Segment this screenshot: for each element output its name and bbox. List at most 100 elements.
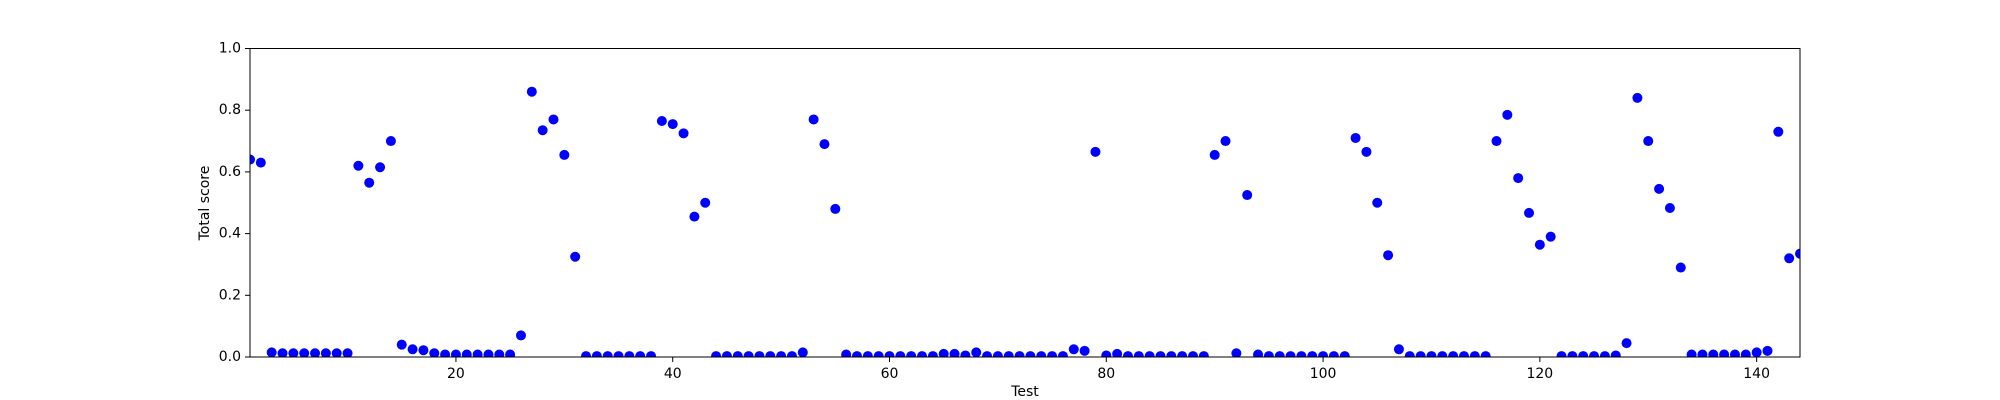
data-point bbox=[743, 351, 754, 357]
data-point bbox=[949, 348, 960, 357]
data-point bbox=[851, 351, 862, 357]
data-point bbox=[711, 351, 722, 357]
y-tick-label: 0.6 bbox=[219, 164, 241, 180]
data-point bbox=[1502, 109, 1513, 120]
data-point bbox=[992, 351, 1003, 357]
data-point bbox=[656, 115, 667, 126]
data-point bbox=[1155, 351, 1166, 357]
data-point bbox=[581, 351, 592, 357]
data-point bbox=[830, 203, 841, 214]
data-point bbox=[1209, 149, 1220, 160]
data-point bbox=[1101, 350, 1112, 357]
x-tick-label: 60 bbox=[881, 366, 899, 382]
data-point bbox=[917, 351, 928, 357]
data-point bbox=[1144, 351, 1155, 357]
data-point bbox=[1361, 146, 1372, 157]
data-point bbox=[1307, 351, 1318, 357]
data-point bbox=[1025, 351, 1036, 357]
y-tick-label: 0.2 bbox=[219, 287, 241, 303]
x-tick-label: 20 bbox=[447, 366, 465, 382]
data-point bbox=[1654, 183, 1665, 194]
data-point bbox=[776, 351, 787, 357]
data-point bbox=[1393, 344, 1404, 355]
data-point bbox=[808, 114, 819, 125]
data-point bbox=[1068, 344, 1079, 355]
data-point bbox=[526, 86, 537, 97]
data-point bbox=[678, 128, 689, 139]
data-point bbox=[1437, 351, 1448, 357]
data-point bbox=[288, 348, 299, 357]
data-point bbox=[1112, 348, 1123, 357]
data-point bbox=[1545, 231, 1556, 242]
x-tick-label: 80 bbox=[1097, 366, 1115, 382]
data-point bbox=[602, 351, 613, 357]
data-point bbox=[1719, 349, 1730, 357]
data-point bbox=[1047, 351, 1058, 357]
data-point bbox=[1198, 351, 1209, 357]
data-point bbox=[266, 347, 277, 357]
data-point bbox=[1491, 136, 1502, 147]
data-point bbox=[1404, 351, 1415, 357]
data-point bbox=[1556, 351, 1567, 357]
data-point bbox=[700, 197, 711, 208]
data-point bbox=[483, 349, 494, 357]
data-point bbox=[1675, 262, 1686, 273]
data-point bbox=[1513, 173, 1524, 184]
data-point bbox=[982, 351, 993, 357]
data-point bbox=[537, 125, 548, 136]
data-point bbox=[250, 154, 255, 165]
y-axis-label: Total score bbox=[197, 166, 213, 242]
plot-area bbox=[250, 86, 1800, 357]
data-point bbox=[515, 330, 526, 341]
data-point bbox=[1773, 126, 1784, 137]
data-point bbox=[1014, 351, 1025, 357]
data-point bbox=[570, 251, 581, 262]
data-point bbox=[591, 351, 602, 357]
data-point bbox=[1664, 202, 1675, 213]
data-point bbox=[548, 114, 559, 125]
data-point bbox=[385, 136, 396, 147]
x-tick-label: 140 bbox=[1743, 366, 1770, 382]
data-point bbox=[841, 349, 852, 357]
data-point bbox=[494, 349, 505, 357]
data-point bbox=[1524, 207, 1535, 218]
data-point bbox=[1285, 351, 1296, 357]
data-point bbox=[1426, 351, 1437, 357]
data-point bbox=[646, 351, 657, 357]
data-point bbox=[1599, 351, 1610, 357]
data-point bbox=[732, 351, 743, 357]
axes-frame bbox=[249, 48, 1801, 358]
data-point bbox=[1458, 351, 1469, 357]
data-point bbox=[906, 351, 917, 357]
y-tick-label: 1.0 bbox=[219, 41, 241, 57]
data-point bbox=[1686, 349, 1697, 357]
data-point bbox=[613, 351, 624, 357]
data-point bbox=[429, 348, 440, 357]
data-point bbox=[667, 119, 678, 130]
y-tick-label: 0.0 bbox=[219, 349, 241, 365]
data-point bbox=[1740, 349, 1751, 357]
data-point bbox=[1697, 349, 1708, 357]
data-point bbox=[1318, 351, 1329, 357]
data-point bbox=[1166, 351, 1177, 357]
data-point bbox=[1784, 253, 1795, 264]
data-point bbox=[1729, 349, 1740, 357]
data-point bbox=[960, 350, 971, 357]
data-point bbox=[1220, 136, 1231, 147]
data-point bbox=[1263, 351, 1274, 357]
data-point bbox=[353, 160, 364, 171]
data-point bbox=[862, 351, 873, 357]
data-point bbox=[873, 351, 884, 357]
y-tick-label: 0.4 bbox=[219, 226, 241, 242]
data-point bbox=[1708, 349, 1719, 357]
data-point bbox=[1795, 248, 1800, 259]
data-point bbox=[1090, 146, 1101, 157]
data-point bbox=[1578, 351, 1589, 357]
data-point bbox=[895, 351, 906, 357]
data-point bbox=[819, 139, 830, 150]
data-point bbox=[1079, 345, 1090, 356]
data-point bbox=[1253, 349, 1264, 357]
data-point bbox=[754, 351, 765, 357]
y-tick-label: 0.8 bbox=[219, 102, 241, 118]
data-point bbox=[450, 349, 461, 357]
